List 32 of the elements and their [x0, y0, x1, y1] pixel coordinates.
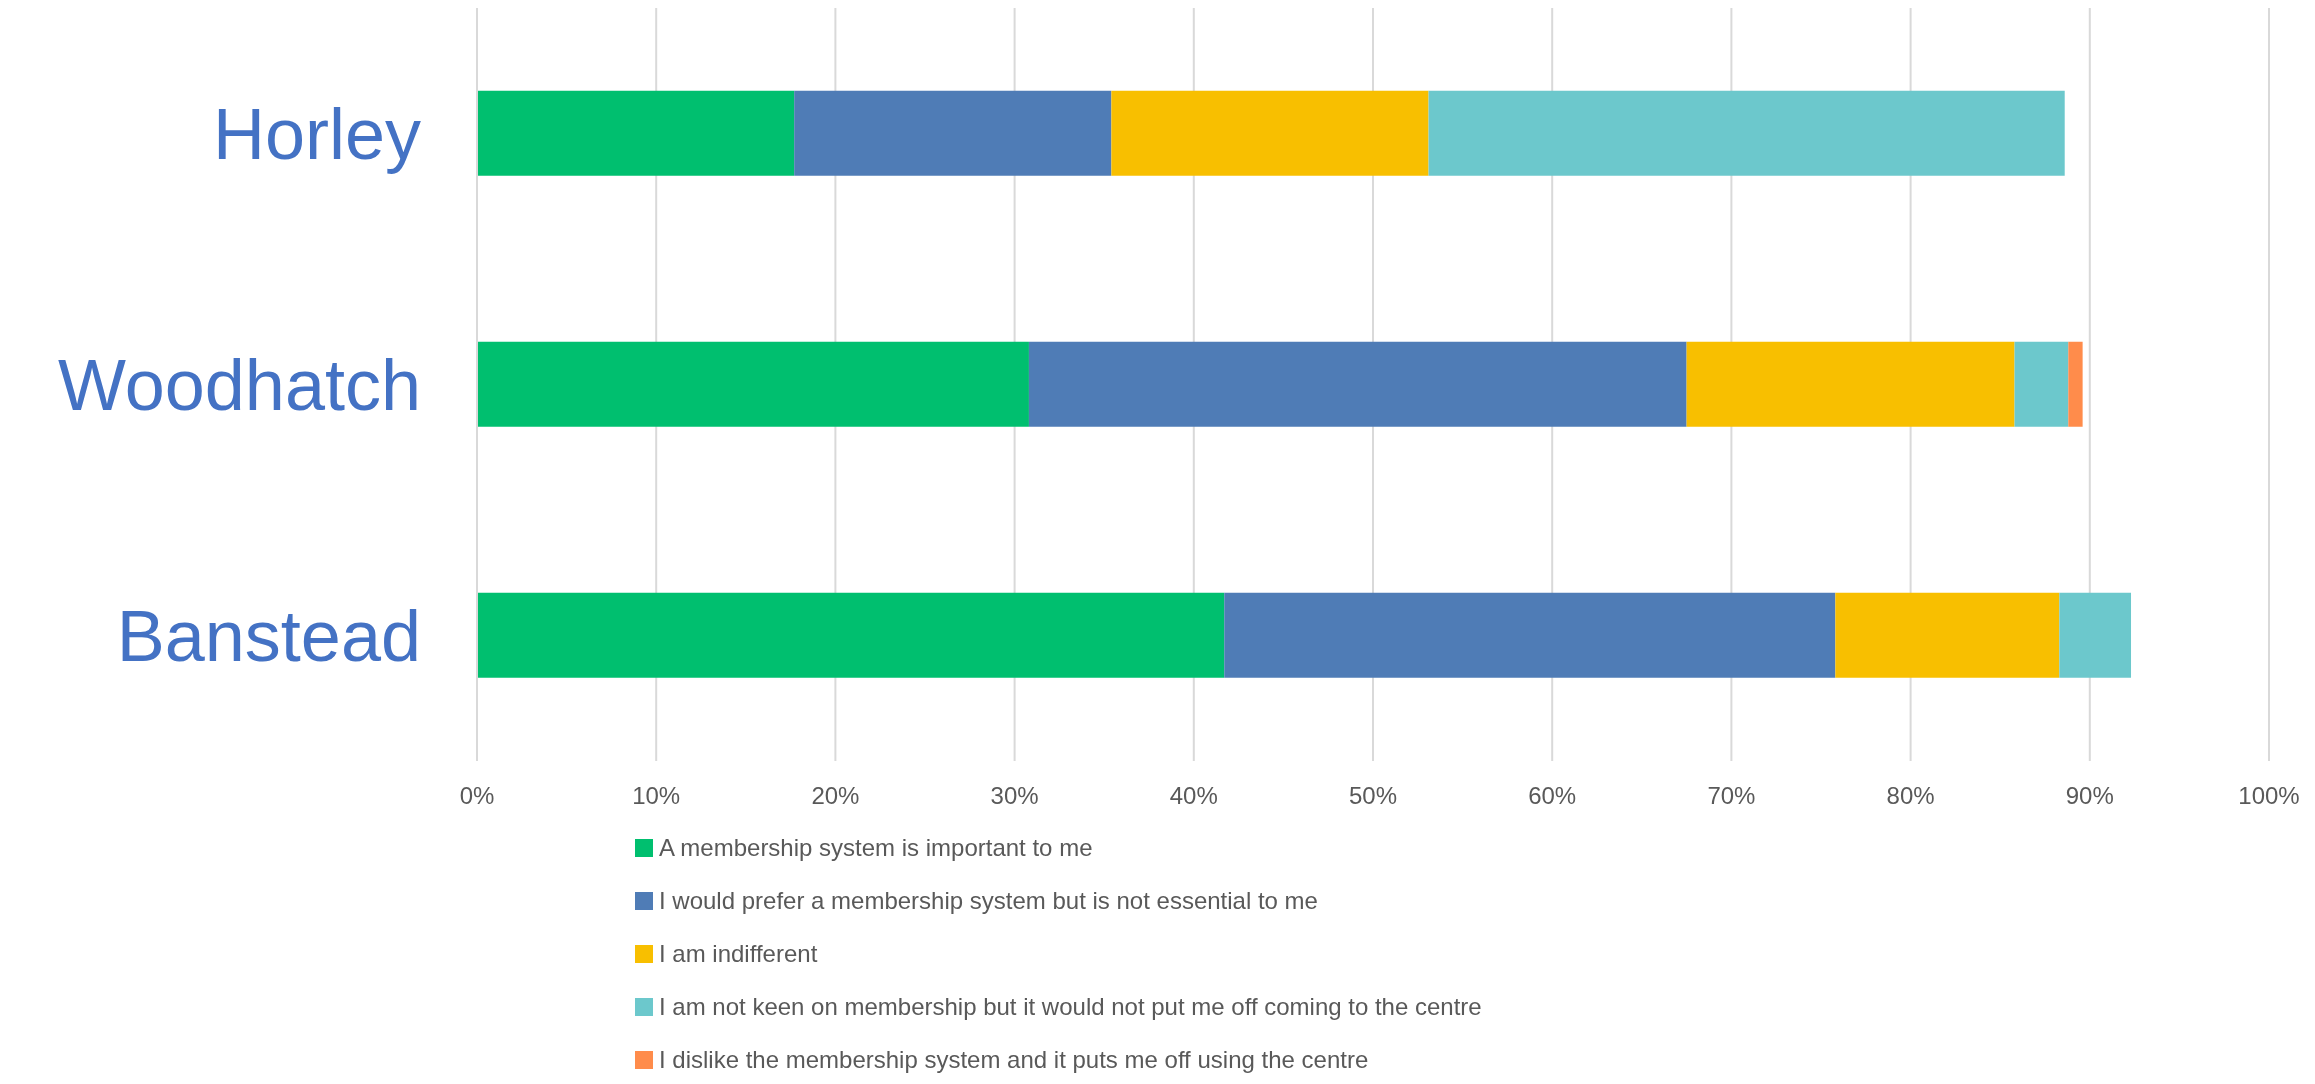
bar	[2059, 592, 2132, 678]
x-tick-label: 20%	[811, 782, 860, 810]
y-tick-label: Banstead	[116, 596, 421, 677]
x-tick-label: 0%	[459, 782, 495, 810]
bar	[2014, 341, 2069, 427]
bar	[1028, 341, 1687, 427]
x-tick-label: 50%	[1348, 782, 1398, 810]
x-tick-label: 70%	[1707, 782, 1756, 810]
legend-label: I dislike the membership system and it puts me off using the centre	[659, 1045, 1369, 1074]
bar	[477, 341, 1029, 427]
x-tick-label: 30%	[990, 782, 1039, 810]
legend-label: A membership system is important to me	[659, 833, 1093, 862]
legend-label: I am indifferent	[659, 939, 818, 968]
x-tick-label: 100%	[2238, 782, 2300, 810]
legend-label: I am not keen on membership but it would not put me off coming to the centre	[659, 992, 1482, 1021]
x-tick-label: 40%	[1169, 782, 1218, 810]
x-tick-label: 90%	[2065, 782, 2114, 810]
bar	[1428, 90, 2065, 176]
y-tick-label: Horley	[212, 94, 421, 175]
legend-label: I would prefer a membership system but is not essential to me	[659, 886, 1318, 915]
bar	[477, 90, 795, 176]
bar	[1686, 341, 2015, 427]
x-tick-label: 80%	[1886, 782, 1935, 810]
bar	[794, 90, 1112, 176]
x-tick-label: 10%	[632, 782, 681, 810]
bar	[477, 592, 1225, 678]
bar	[2068, 341, 2083, 427]
y-tick-label: Woodhatch	[58, 345, 421, 426]
bar	[1111, 90, 1429, 176]
bar	[1835, 592, 2060, 678]
bar	[1224, 592, 1836, 678]
x-tick-label: 60%	[1528, 782, 1577, 810]
